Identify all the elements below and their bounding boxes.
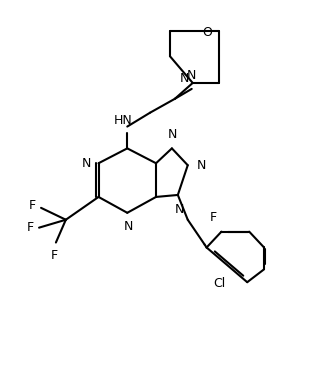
Text: N: N: [175, 203, 184, 216]
Text: N: N: [179, 73, 189, 86]
Text: F: F: [50, 250, 58, 263]
Text: N: N: [187, 69, 197, 82]
Text: N: N: [124, 220, 133, 233]
Text: N: N: [82, 157, 92, 170]
Text: HN: HN: [114, 114, 133, 127]
Text: N: N: [197, 159, 206, 172]
Text: F: F: [209, 211, 217, 224]
Text: N: N: [168, 128, 177, 141]
Text: F: F: [29, 200, 36, 212]
Text: O: O: [203, 26, 212, 39]
Text: F: F: [27, 221, 34, 234]
Text: Cl: Cl: [213, 277, 225, 290]
